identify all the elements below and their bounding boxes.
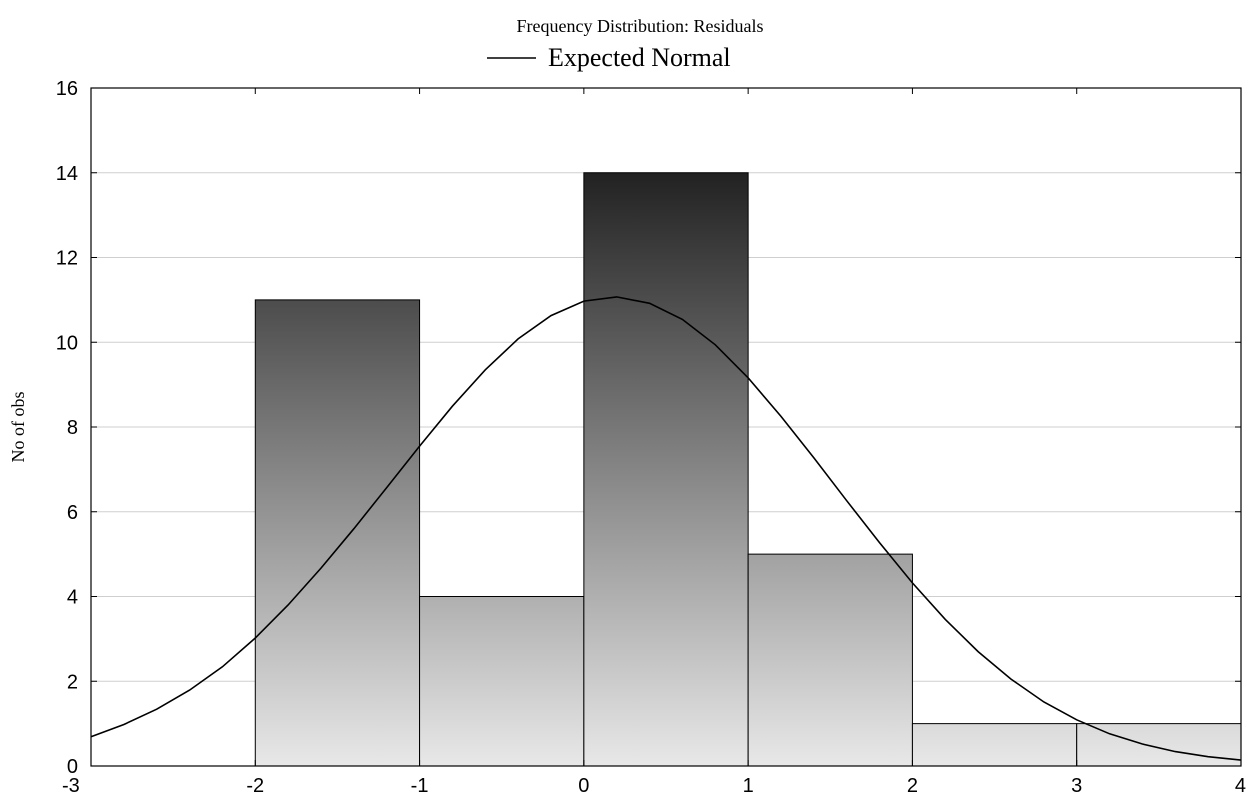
histogram-bars xyxy=(254,172,1242,767)
x-tick-label-4: 1 xyxy=(743,775,754,797)
histogram-bar-5 xyxy=(911,723,1078,767)
histogram-bar-3 xyxy=(583,172,749,767)
y-tick-label-2: 2 xyxy=(67,671,78,693)
axis-ticks xyxy=(90,87,1242,767)
x-tick-label-6: 3 xyxy=(1071,775,1082,797)
legend: Expected Normal xyxy=(487,43,731,72)
histogram-bar-4 xyxy=(747,553,913,767)
y-tick-labels: 0 2 4 6 8 10 12 14 16 xyxy=(56,78,78,778)
x-tick-label-7: 4 xyxy=(1235,775,1246,797)
y-tick-label-6: 6 xyxy=(67,502,78,524)
y-tick-label-4: 4 xyxy=(67,587,78,609)
y-tick-label-14: 14 xyxy=(56,163,78,185)
x-tick-label-3: 0 xyxy=(578,775,589,797)
y-tick-label-10: 10 xyxy=(56,332,78,354)
x-tick-label-2: -1 xyxy=(411,775,429,797)
chart-title: Frequency Distribution: Residuals xyxy=(517,16,764,36)
expected-normal-curve xyxy=(90,296,1242,761)
histogram-bar-1 xyxy=(254,299,421,767)
histogram-bar-6 xyxy=(1076,723,1242,767)
y-tick-label-12: 12 xyxy=(56,248,78,270)
legend-entry-expected-normal: Expected Normal xyxy=(548,43,731,72)
x-tick-label-1: -2 xyxy=(246,775,264,797)
x-tick-labels: -3 -2 -1 0 1 2 3 4 xyxy=(62,775,1246,797)
x-tick-label-5: 2 xyxy=(907,775,918,797)
y-tick-label-8: 8 xyxy=(67,417,78,439)
x-tick-label-0: -3 xyxy=(62,775,80,797)
y-tick-label-16: 16 xyxy=(56,78,78,100)
y-tick-label-0: 0 xyxy=(67,756,78,778)
y-axis-label: No of obs xyxy=(8,392,28,463)
histogram-bar-2 xyxy=(419,596,585,767)
